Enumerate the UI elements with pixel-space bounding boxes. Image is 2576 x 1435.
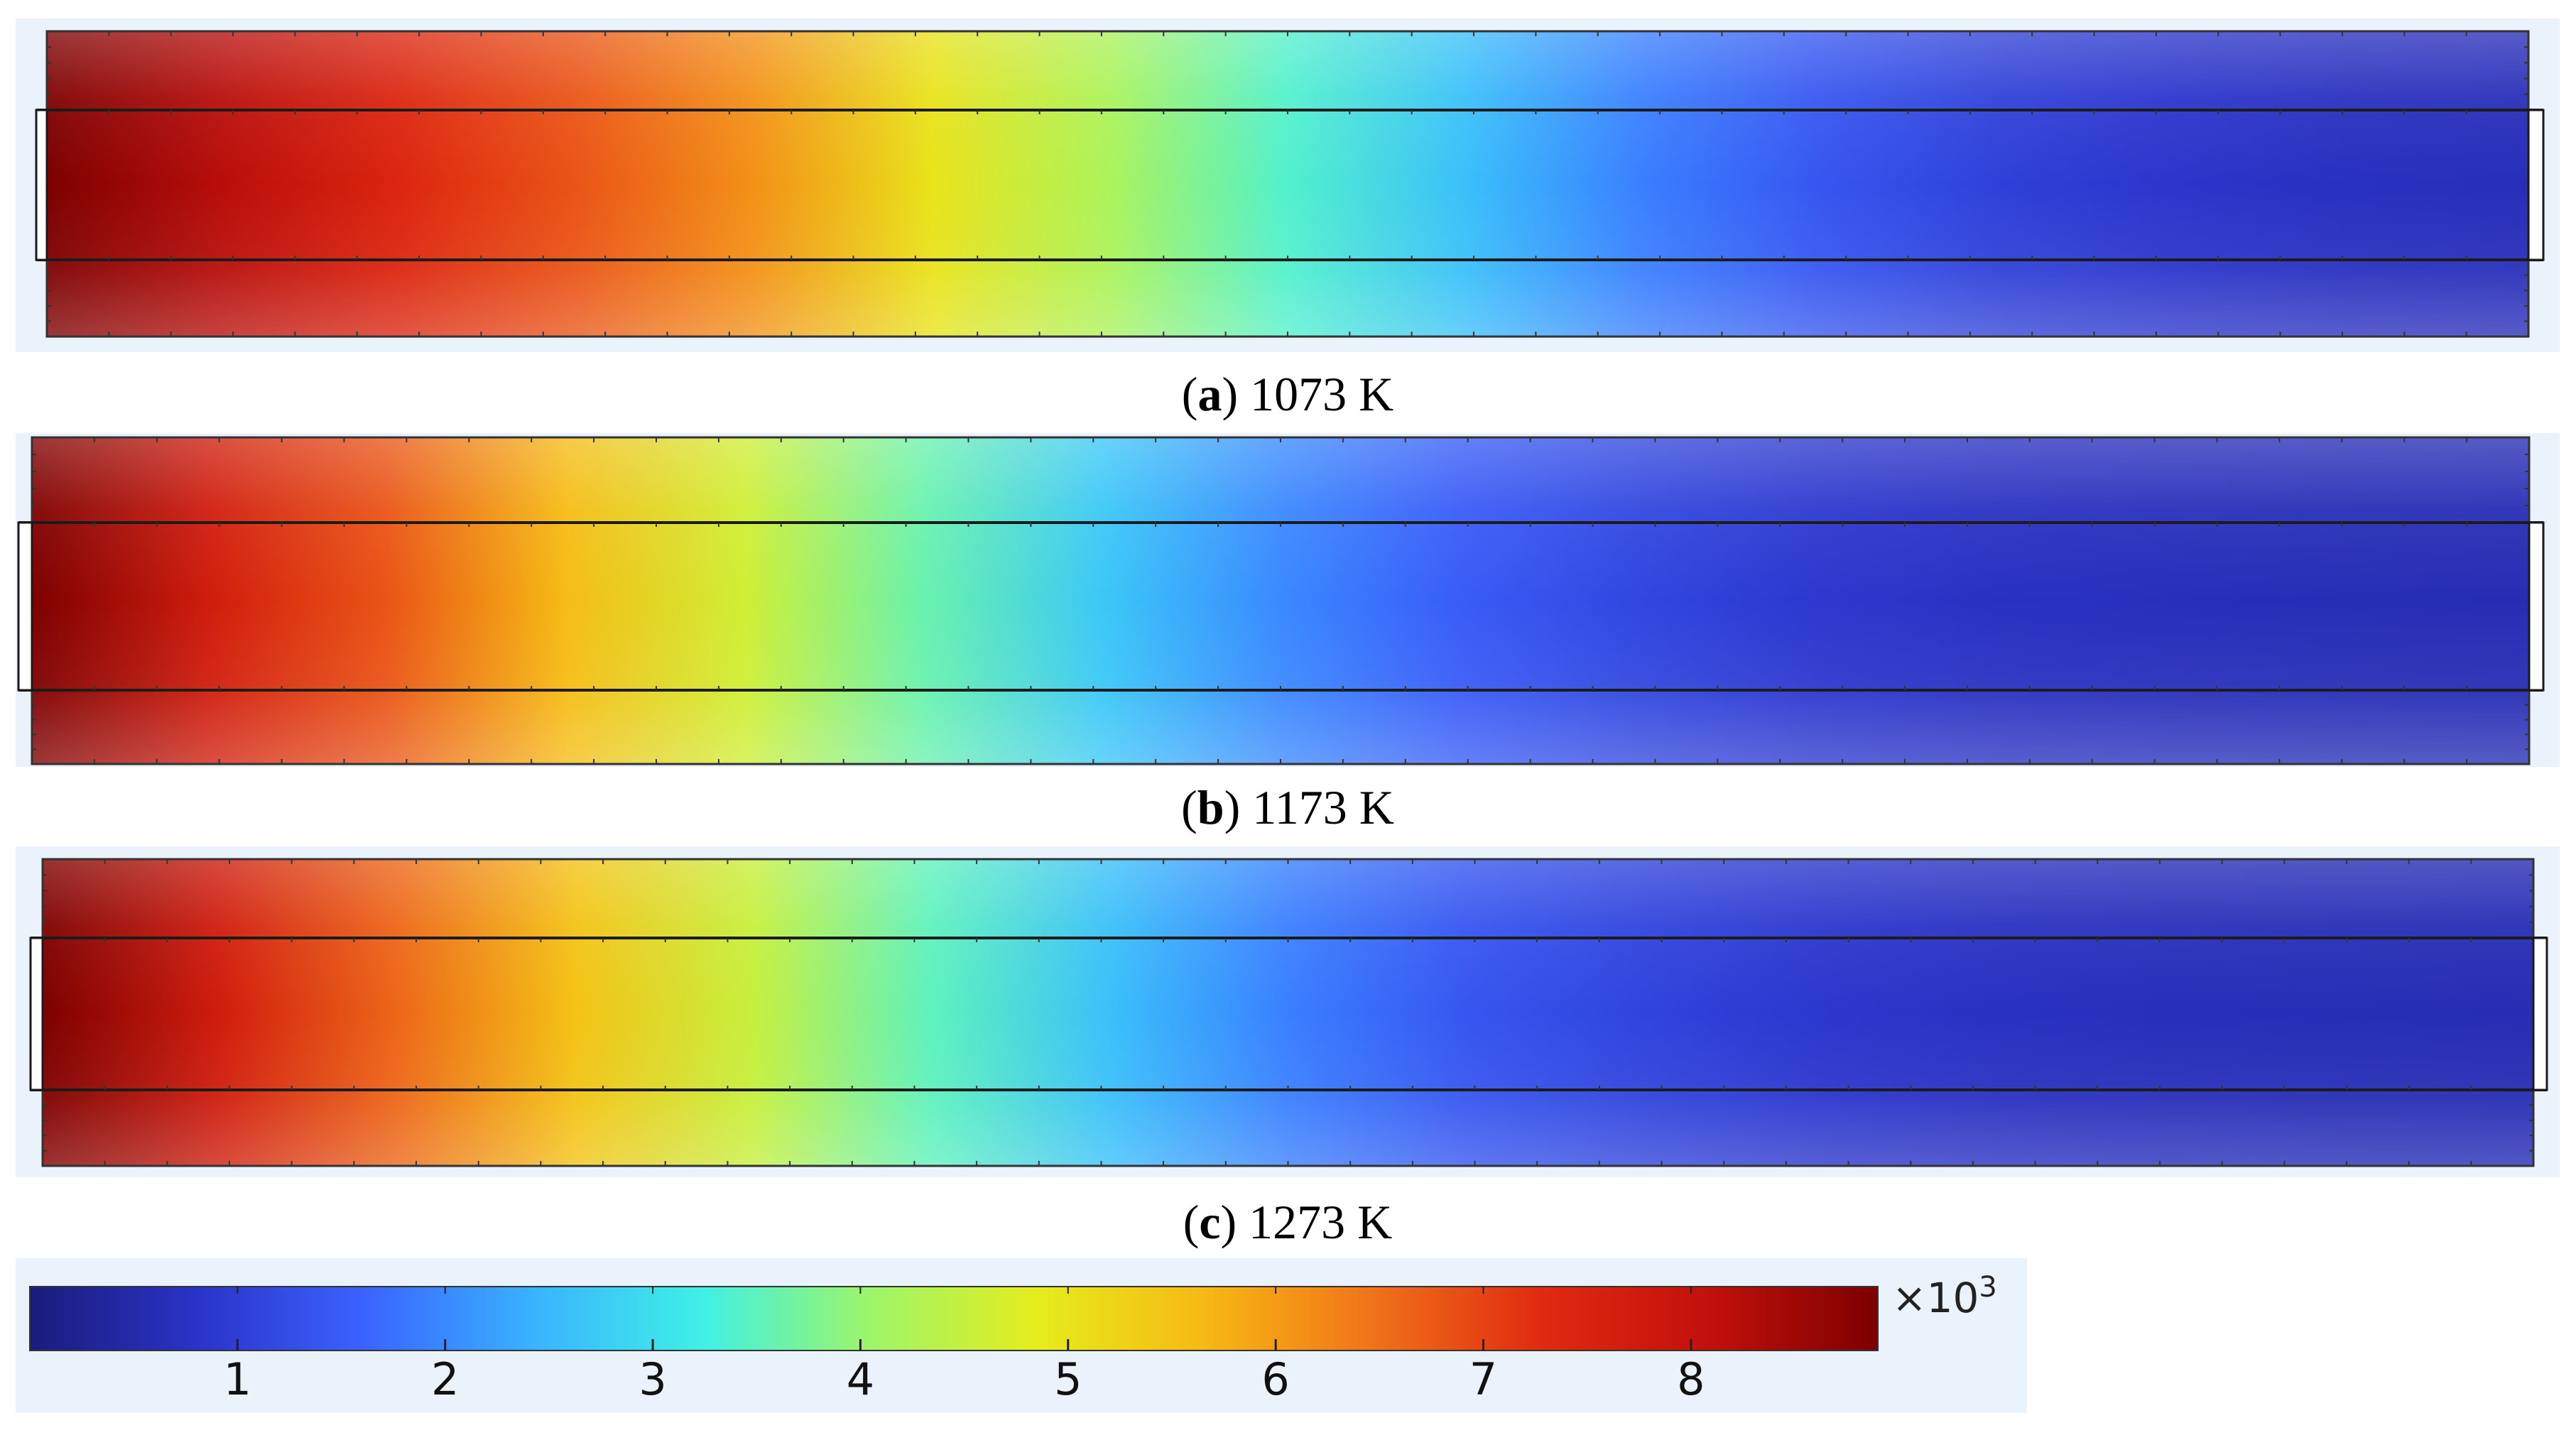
panel-b-caption-text: ) 1173 K	[1224, 780, 1394, 834]
colorbar-tick-label: 7	[1469, 1353, 1497, 1405]
panel-c	[16, 846, 2560, 1177]
colorbar-tick-label: 4	[847, 1353, 874, 1405]
colorbar-multiplier-exponent: 3	[1979, 1271, 1996, 1304]
panel-a	[16, 18, 2560, 352]
colorbar-tick-label: 1	[224, 1353, 251, 1405]
panel-a-caption-text: ) 1073 K	[1222, 367, 1393, 421]
panel-b-left-cap	[17, 521, 33, 692]
panel-c-heatmap	[43, 859, 2533, 1166]
panel-a-tick-marks	[47, 31, 2528, 337]
panel-a-left-cap	[35, 109, 48, 261]
colorbar-tick-label: 2	[431, 1353, 459, 1405]
colorbar-multiplier: ×103	[1892, 1271, 1997, 1322]
panel-b-heat-edge-shade	[32, 437, 2529, 764]
colorbar-tick-label: 5	[1054, 1353, 1082, 1405]
colorbar-multiplier-base: ×10	[1892, 1274, 1979, 1322]
panel-b-caption-letter: b	[1197, 780, 1224, 834]
panel-b-caption: (b) 1173 K	[1181, 780, 1394, 834]
panel-c-tick-marks	[43, 859, 2533, 1166]
panel-c-left-cap	[29, 937, 44, 1091]
panel-a-caption: (a) 1073 K	[1182, 367, 1393, 421]
panel-a-heatmap	[47, 31, 2528, 337]
panel-c-caption-letter: c	[1199, 1195, 1220, 1249]
panel-b-heatmap	[32, 437, 2529, 764]
panel-a-caption-letter: a	[1197, 367, 1222, 421]
colorbar-ticks: 1 2 3 4 5 6 7 8	[224, 1287, 1705, 1405]
colorbar-tick-label: 8	[1677, 1353, 1705, 1405]
panel-c-caption-text: ) 1273 K	[1221, 1195, 1393, 1249]
panel-b	[16, 433, 2560, 767]
panel-b-right-cap	[2528, 521, 2545, 692]
panel-c-right-cap	[2532, 937, 2548, 1091]
colorbar-tick-label: 3	[638, 1353, 666, 1405]
panel-b-tick-marks	[32, 437, 2529, 764]
colorbar-gradient	[29, 1286, 1879, 1351]
panel-c-caption: (c) 1273 K	[1183, 1195, 1393, 1249]
panel-a-right-cap	[2527, 109, 2545, 261]
panel-c-heat-edge-shade	[43, 859, 2533, 1166]
colorbar-tick-label: 6	[1261, 1353, 1289, 1405]
panel-a-heat-edge-shade	[47, 31, 2528, 337]
